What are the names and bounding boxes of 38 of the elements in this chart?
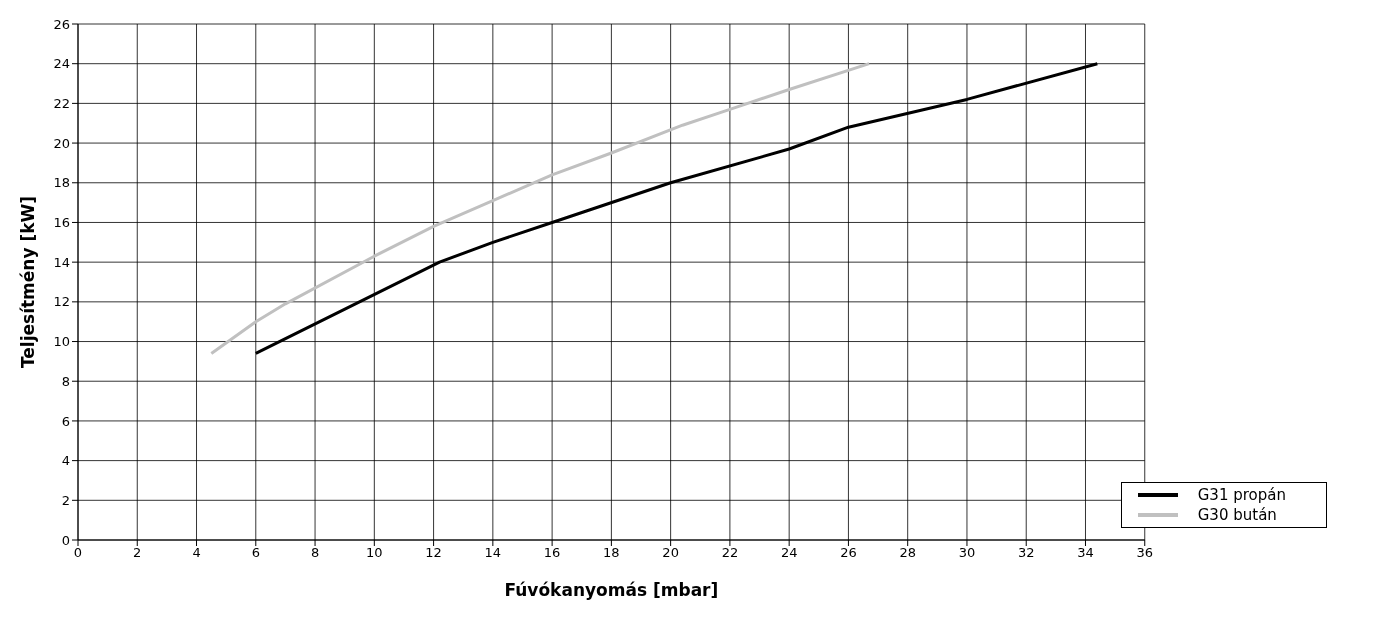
x-tick-label: 34 [1077,545,1094,561]
y-tick-label: 2 [61,492,70,508]
y-tick-label: 16 [53,215,70,231]
y-tick-label: 24 [53,56,70,72]
line-series [209,62,871,355]
x-tick-label: 32 [1017,545,1035,561]
y-tick-label: 14 [53,254,70,270]
x-tick-label: 20 [662,545,679,561]
y-tick-label: 26 [53,16,70,32]
x-tick-label: 10 [366,545,383,561]
y-tick-label: 0 [61,532,70,548]
x-tick-label: 14 [484,545,502,561]
x-tick-label: 12 [425,545,442,561]
x-tick-label: 8 [310,545,320,561]
x-tick-label: 18 [603,545,620,561]
x-tick-label: 4 [192,545,201,561]
x-tick-label: 6 [251,545,260,561]
y-tick-label: 4 [61,453,70,469]
x-tick-label: 36 [1136,545,1154,561]
legend-label: G30 bután [1197,505,1277,525]
x-tick-label: 28 [899,545,916,561]
x-tick-label: 24 [780,545,798,561]
y-tick-label: 6 [61,413,70,429]
y-axis-title: Teljesítmény [kW] [18,195,39,369]
x-axis-title: Fúvókanyomás [mbar] [504,580,719,600]
x-tick-label: 0 [73,545,83,561]
y-tick-label: 18 [53,175,70,191]
x-tick-label: 26 [840,545,857,561]
y-tick-label: 12 [53,294,70,310]
y-tick-label: 10 [53,334,70,350]
legend-label: G31 propán [1197,485,1286,505]
y-tick-label: 22 [53,96,70,111]
x-tick-label: 22 [721,545,739,561]
y-tick-label: 8 [61,373,70,389]
x-tick-label: 30 [958,545,976,561]
y-tick-label: 20 [53,135,70,151]
x-tick-label: 2 [133,545,142,561]
x-tick-label: 16 [543,545,561,561]
